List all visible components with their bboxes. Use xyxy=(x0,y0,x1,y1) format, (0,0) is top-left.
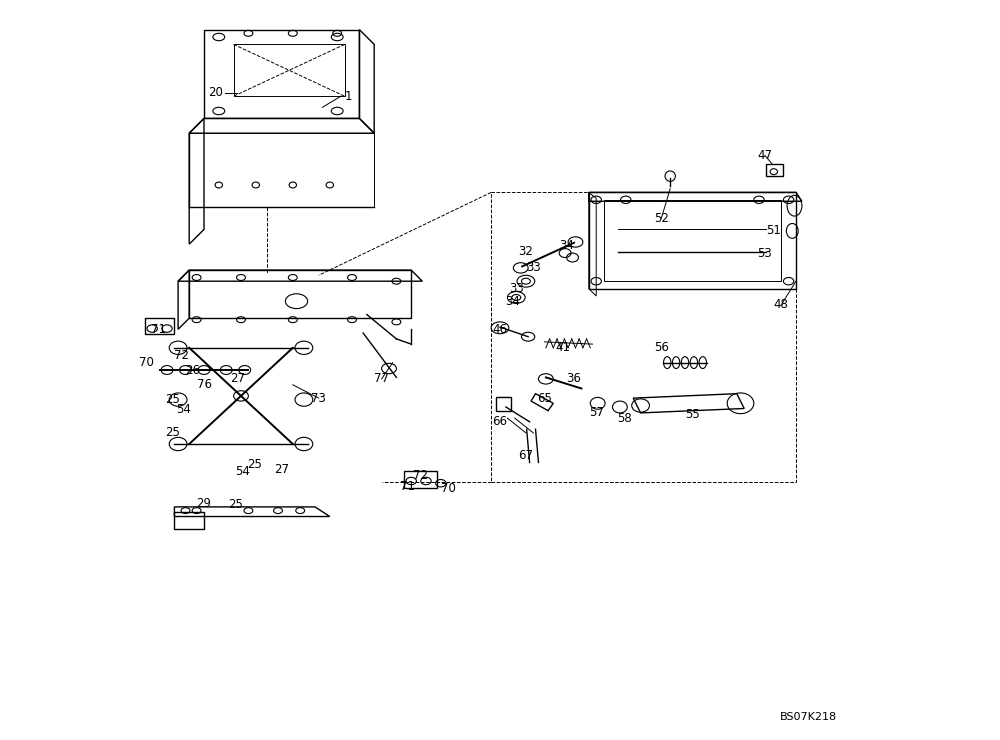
Text: 72: 72 xyxy=(174,349,189,362)
Text: 41: 41 xyxy=(555,341,570,354)
Text: 71: 71 xyxy=(151,323,166,336)
Text: 53: 53 xyxy=(758,246,772,260)
Text: 25: 25 xyxy=(165,426,180,440)
Bar xyxy=(604,200,781,281)
Text: 25: 25 xyxy=(228,498,243,511)
Bar xyxy=(145,318,174,334)
Text: 25: 25 xyxy=(165,393,180,406)
Text: 67: 67 xyxy=(518,448,533,462)
Text: 27: 27 xyxy=(230,372,245,386)
Text: 56: 56 xyxy=(654,341,669,354)
Text: 58: 58 xyxy=(617,411,632,425)
Text: BS07K218: BS07K218 xyxy=(780,711,837,722)
Text: 46: 46 xyxy=(492,323,507,336)
Text: 70: 70 xyxy=(139,356,154,369)
Text: 48: 48 xyxy=(774,298,789,312)
Text: 51: 51 xyxy=(766,224,781,238)
Text: 65: 65 xyxy=(537,391,552,405)
Text: 47: 47 xyxy=(757,149,772,162)
Text: 20: 20 xyxy=(208,86,223,99)
Text: 52: 52 xyxy=(654,212,669,225)
Text: 55: 55 xyxy=(685,408,700,421)
Text: 25: 25 xyxy=(247,458,262,471)
Bar xyxy=(491,192,796,482)
Text: 32: 32 xyxy=(518,245,533,258)
Text: 33: 33 xyxy=(526,261,541,275)
Text: 54: 54 xyxy=(235,465,250,478)
Text: 33: 33 xyxy=(510,282,524,295)
Bar xyxy=(496,397,511,411)
Text: 54: 54 xyxy=(176,403,191,417)
Text: 34: 34 xyxy=(559,239,574,252)
Text: 77: 77 xyxy=(374,372,389,386)
Bar xyxy=(766,164,783,176)
Text: 70: 70 xyxy=(441,482,456,495)
Text: 76: 76 xyxy=(197,378,212,391)
Text: 36: 36 xyxy=(567,372,581,386)
Text: 34: 34 xyxy=(505,295,520,309)
Text: 57: 57 xyxy=(589,406,604,420)
Text: 1: 1 xyxy=(345,90,352,103)
Text: 26: 26 xyxy=(185,363,200,377)
Text: 72: 72 xyxy=(413,468,428,482)
Text: 29: 29 xyxy=(197,497,212,510)
Text: 66: 66 xyxy=(492,415,507,428)
Text: 73: 73 xyxy=(311,391,326,405)
Text: 27: 27 xyxy=(274,463,289,477)
Text: 71: 71 xyxy=(400,480,415,494)
Bar xyxy=(404,471,437,488)
